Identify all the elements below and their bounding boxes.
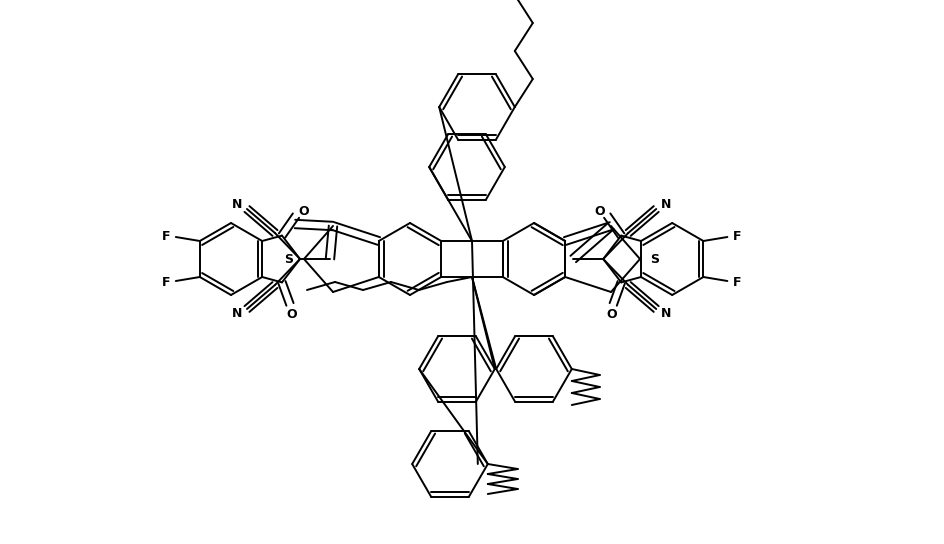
Text: O: O (594, 205, 604, 218)
Text: O: O (298, 205, 310, 218)
Text: S: S (284, 252, 294, 265)
Text: N: N (661, 306, 671, 319)
Text: O: O (287, 308, 297, 321)
Text: F: F (161, 275, 170, 288)
Text: N: N (232, 199, 243, 212)
Text: N: N (661, 199, 671, 212)
Text: F: F (733, 275, 742, 288)
Text: N: N (232, 306, 243, 319)
Text: O: O (606, 308, 616, 321)
Text: S: S (650, 252, 660, 265)
Text: F: F (161, 230, 170, 243)
Text: F: F (733, 230, 742, 243)
